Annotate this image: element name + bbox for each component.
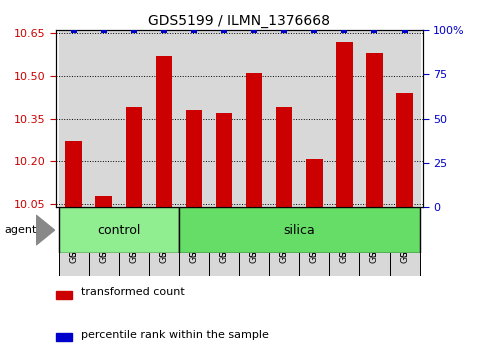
Bar xyxy=(306,159,323,207)
Bar xyxy=(336,41,353,207)
Bar xyxy=(396,93,413,207)
Point xyxy=(190,27,198,33)
Bar xyxy=(366,53,383,207)
Bar xyxy=(89,209,119,276)
Text: GSM665787: GSM665787 xyxy=(159,209,169,263)
Bar xyxy=(185,110,202,207)
Text: GSM665789: GSM665789 xyxy=(370,209,379,257)
Point xyxy=(341,27,348,33)
Point xyxy=(160,27,168,33)
Bar xyxy=(58,30,89,207)
Text: GSM665764: GSM665764 xyxy=(250,209,258,263)
Text: GSM665790: GSM665790 xyxy=(400,209,409,263)
Bar xyxy=(119,30,149,207)
Text: transformed count: transformed count xyxy=(81,287,185,297)
Point xyxy=(280,27,288,33)
Bar xyxy=(269,30,299,207)
Text: GSM665757: GSM665757 xyxy=(220,209,228,257)
Bar xyxy=(209,209,239,276)
Bar xyxy=(269,209,299,276)
Text: GSM665768: GSM665768 xyxy=(280,209,289,257)
Bar xyxy=(58,209,89,276)
Text: GSM665781: GSM665781 xyxy=(129,209,138,257)
Bar xyxy=(359,30,389,207)
Point xyxy=(100,27,108,33)
Text: percentile rank within the sample: percentile rank within the sample xyxy=(81,330,269,339)
Bar xyxy=(96,196,112,207)
Bar xyxy=(359,209,389,276)
Text: GSM665755: GSM665755 xyxy=(69,209,78,257)
Bar xyxy=(209,30,239,207)
Text: silica: silica xyxy=(284,224,315,236)
Bar xyxy=(56,291,72,299)
Bar xyxy=(89,30,119,207)
Bar xyxy=(179,207,420,253)
Point xyxy=(70,27,77,33)
Bar xyxy=(239,209,269,276)
Bar xyxy=(329,209,359,276)
Bar xyxy=(179,30,209,207)
Point xyxy=(130,27,138,33)
Bar xyxy=(58,207,179,253)
Text: GSM665763: GSM665763 xyxy=(99,209,108,257)
Text: agent: agent xyxy=(5,225,37,235)
Bar xyxy=(119,209,149,276)
Text: GSM665757: GSM665757 xyxy=(220,209,228,263)
Point xyxy=(311,27,318,33)
Title: GDS5199 / ILMN_1376668: GDS5199 / ILMN_1376668 xyxy=(148,14,330,28)
Bar xyxy=(389,30,420,207)
Text: GSM665764: GSM665764 xyxy=(250,209,258,257)
Bar xyxy=(149,209,179,276)
Bar xyxy=(149,30,179,207)
Point xyxy=(401,27,409,33)
Bar xyxy=(126,107,142,207)
Bar xyxy=(239,30,269,207)
Bar xyxy=(299,209,329,276)
Text: GSM665780: GSM665780 xyxy=(310,209,319,257)
Point xyxy=(250,27,258,33)
Text: GSM665787: GSM665787 xyxy=(159,209,169,257)
Text: GSM665790: GSM665790 xyxy=(400,209,409,257)
Text: GSM665755: GSM665755 xyxy=(69,209,78,263)
Point xyxy=(220,27,228,33)
Point xyxy=(370,27,378,33)
Bar xyxy=(246,73,262,207)
Text: GSM665752: GSM665752 xyxy=(189,209,199,263)
Bar xyxy=(389,209,420,276)
Text: GSM665783: GSM665783 xyxy=(340,209,349,257)
Bar xyxy=(65,142,82,207)
Bar xyxy=(329,30,359,207)
Polygon shape xyxy=(36,215,55,245)
Text: GSM665768: GSM665768 xyxy=(280,209,289,263)
Bar xyxy=(156,56,172,207)
Text: GSM665789: GSM665789 xyxy=(370,209,379,263)
Text: GSM665763: GSM665763 xyxy=(99,209,108,263)
Text: control: control xyxy=(97,224,141,236)
Text: GSM665752: GSM665752 xyxy=(189,209,199,257)
Bar xyxy=(276,107,293,207)
Bar xyxy=(179,209,209,276)
Bar xyxy=(56,333,72,341)
Text: GSM665780: GSM665780 xyxy=(310,209,319,263)
Bar xyxy=(299,30,329,207)
Text: GSM665781: GSM665781 xyxy=(129,209,138,263)
Text: GSM665783: GSM665783 xyxy=(340,209,349,263)
Bar xyxy=(216,113,232,207)
